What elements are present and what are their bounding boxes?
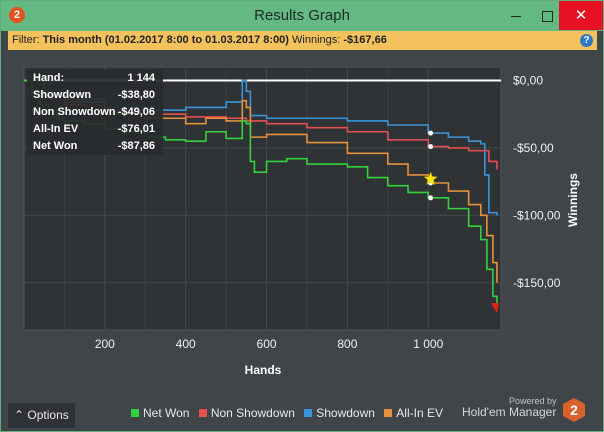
legend-swatch — [198, 409, 207, 417]
tooltip-label: All-In EV — [33, 123, 79, 135]
x-tick-label: 600 — [257, 337, 277, 351]
legend-swatch — [384, 409, 393, 417]
filter-prefix: Filter: — [12, 34, 40, 46]
legend-item-showdown[interactable]: Showdown — [304, 406, 375, 420]
close-button[interactable]: ✕ — [559, 1, 603, 30]
end-marker-icon — [490, 303, 499, 314]
legend-item-net-won[interactable]: Net Won — [131, 406, 189, 420]
legend-label: Non Showdown — [210, 406, 295, 420]
maximize-icon — [541, 10, 553, 22]
legend-swatch — [131, 409, 139, 417]
hover-point — [428, 195, 434, 201]
hover-point — [428, 130, 434, 136]
minimize-icon — [511, 15, 521, 17]
y-axis-label: Winnings — [566, 173, 580, 227]
legend-item-all-in-ev[interactable]: All-In EV — [384, 406, 443, 420]
legend-label: Showdown — [316, 406, 375, 420]
y-tick-label: -$50,00 — [513, 141, 554, 155]
tooltip-row-non-showdown: Non Showdown -$49,06 — [27, 104, 163, 121]
filter-bar: Filter: This month (01.02.2017 8:00 to 0… — [8, 31, 597, 50]
brand-name: Hold'em Manager — [462, 405, 557, 419]
x-tick-label: 800 — [337, 337, 357, 351]
chevron-up-icon: ⌃ — [14, 408, 25, 422]
tooltip-row-net-won: Net Won -$87,86 — [27, 138, 163, 155]
powered-by-text: Powered by — [509, 396, 557, 406]
tooltip-row-showdown: Showdown -$38,80 — [27, 87, 163, 104]
legend-item-non-showdown[interactable]: Non Showdown — [198, 406, 295, 420]
options-label: Options — [27, 408, 69, 422]
hover-markers — [423, 130, 499, 314]
bottom-bar: ⌃ Options Net Won Non Showdown Showdown … — [1, 396, 603, 432]
winnings-label: Winnings: — [292, 34, 341, 46]
legend-label: Net Won — [143, 406, 190, 420]
tooltip-row-hand: Hand: 1 144 — [27, 70, 163, 87]
y-tick-label: -$150,00 — [513, 276, 561, 290]
tooltip-label: Hand: — [33, 72, 65, 84]
tooltip-value: -$38,80 — [117, 89, 155, 101]
chart-legend: Net Won Non Showdown Showdown All-In EV — [131, 406, 449, 420]
maximize-button[interactable] — [528, 1, 566, 30]
tooltip-value: -$49,06 — [117, 106, 155, 118]
tooltip-label: Showdown — [33, 89, 92, 101]
brand-logo-icon: 2 — [563, 398, 585, 422]
tooltip-value: -$76,01 — [117, 123, 155, 135]
x-tick-label: 1 000 — [413, 337, 443, 351]
help-icon[interactable]: ? — [580, 34, 593, 47]
legend-label: All-In EV — [396, 406, 443, 420]
hover-point — [428, 144, 434, 150]
x-tick-label: 200 — [95, 337, 115, 351]
x-tick-label: 400 — [176, 337, 196, 351]
winnings-value: -$167,66 — [343, 34, 387, 46]
tooltip-label: Non Showdown — [33, 106, 116, 118]
legend-swatch — [304, 409, 313, 417]
tooltip-value: -$87,86 — [117, 140, 155, 152]
tooltip-row-all-in-ev: All-In EV -$76,01 — [27, 121, 163, 138]
minimize-button[interactable] — [497, 1, 535, 30]
window-title: Results Graph — [254, 7, 350, 24]
title-bar[interactable]: 2 Results Graph ✕ — [1, 1, 603, 31]
hover-tooltip: Hand: 1 144 Showdown -$38,80 Non Showdow… — [27, 70, 163, 155]
app-logo-icon: 2 — [9, 7, 25, 23]
axis-ticks: 200 400 600 800 1 000 $0,00 -$50,00 -$100,00 -$1… — [95, 73, 561, 351]
tooltip-value: 1 144 — [127, 72, 155, 84]
tooltip-label: Net Won — [33, 140, 78, 152]
grid-lines — [24, 67, 501, 330]
star-icon — [423, 171, 438, 186]
x-axis-label: Hands — [245, 363, 282, 377]
y-tick-label: $0,00 — [513, 73, 543, 87]
y-tick-label: -$100,00 — [513, 208, 561, 222]
options-button[interactable]: ⌃ Options — [8, 403, 75, 428]
close-icon: ✕ — [574, 7, 588, 24]
filter-range: This month (01.02.2017 8:00 to 01.03.201… — [42, 34, 289, 46]
